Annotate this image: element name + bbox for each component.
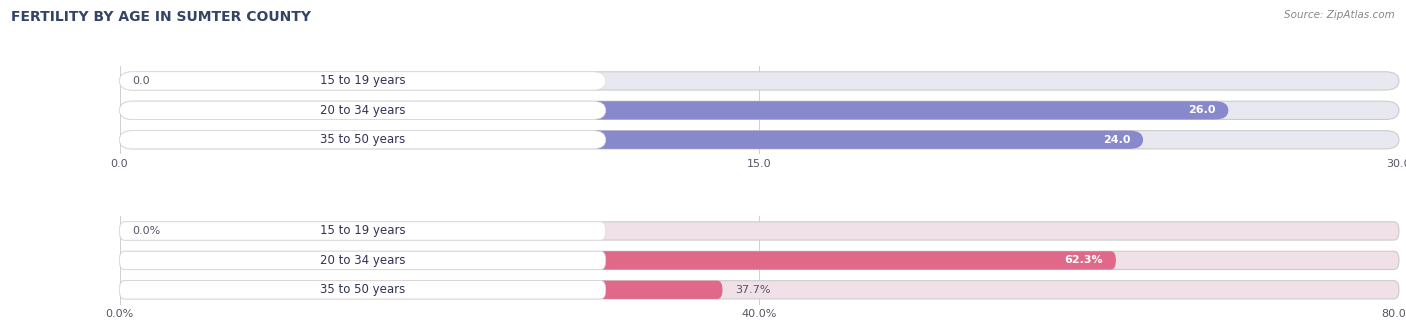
Text: 20 to 34 years: 20 to 34 years bbox=[319, 254, 405, 267]
FancyBboxPatch shape bbox=[120, 72, 1399, 90]
FancyBboxPatch shape bbox=[120, 72, 606, 90]
Text: 35 to 50 years: 35 to 50 years bbox=[321, 283, 405, 296]
Text: 15 to 19 years: 15 to 19 years bbox=[319, 224, 405, 237]
Text: 0.0: 0.0 bbox=[132, 76, 150, 86]
FancyBboxPatch shape bbox=[120, 131, 606, 149]
FancyBboxPatch shape bbox=[120, 131, 1399, 149]
FancyBboxPatch shape bbox=[120, 281, 1399, 299]
FancyBboxPatch shape bbox=[120, 101, 606, 119]
Text: 0.0%: 0.0% bbox=[132, 226, 160, 236]
Text: 35 to 50 years: 35 to 50 years bbox=[321, 133, 405, 146]
FancyBboxPatch shape bbox=[120, 281, 606, 299]
FancyBboxPatch shape bbox=[120, 101, 1399, 119]
Text: FERTILITY BY AGE IN SUMTER COUNTY: FERTILITY BY AGE IN SUMTER COUNTY bbox=[11, 10, 311, 24]
Text: 37.7%: 37.7% bbox=[735, 285, 770, 295]
Text: 26.0: 26.0 bbox=[1188, 105, 1216, 115]
Text: 24.0: 24.0 bbox=[1102, 135, 1130, 145]
FancyBboxPatch shape bbox=[120, 131, 1143, 149]
FancyBboxPatch shape bbox=[120, 222, 1399, 240]
FancyBboxPatch shape bbox=[120, 281, 723, 299]
FancyBboxPatch shape bbox=[120, 251, 1399, 269]
Text: 62.3%: 62.3% bbox=[1064, 256, 1104, 265]
Text: 20 to 34 years: 20 to 34 years bbox=[319, 104, 405, 117]
FancyBboxPatch shape bbox=[120, 251, 1116, 269]
FancyBboxPatch shape bbox=[120, 222, 606, 240]
FancyBboxPatch shape bbox=[120, 251, 606, 269]
FancyBboxPatch shape bbox=[120, 101, 1229, 119]
Text: Source: ZipAtlas.com: Source: ZipAtlas.com bbox=[1284, 10, 1395, 20]
Text: 15 to 19 years: 15 to 19 years bbox=[319, 74, 405, 87]
